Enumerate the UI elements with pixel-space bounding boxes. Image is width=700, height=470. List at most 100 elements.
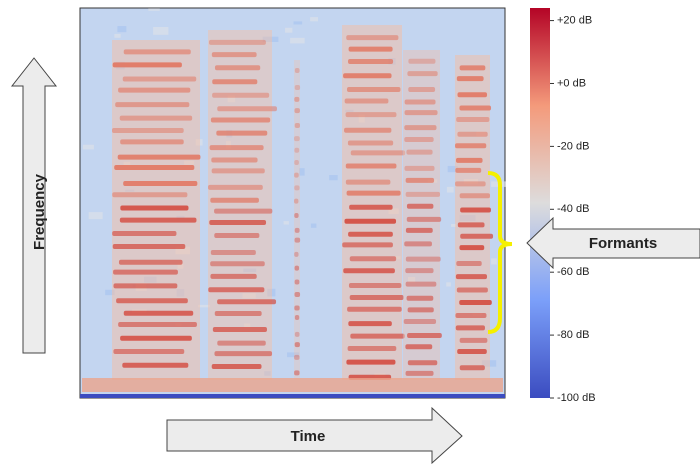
harmonic (123, 310, 194, 316)
harmonic (294, 147, 300, 153)
harmonic (404, 99, 436, 105)
harmonic (405, 256, 441, 262)
harmonic (404, 136, 434, 142)
colorbar-tick-label: +0 dB (557, 77, 586, 89)
harmonic (345, 179, 391, 185)
harmonic (455, 167, 482, 173)
spectrogram (79, 7, 506, 399)
harmonic (344, 98, 389, 104)
harmonic (212, 92, 270, 98)
harmonic (216, 130, 268, 136)
noise (451, 223, 457, 227)
noise (267, 288, 276, 297)
noise (82, 144, 94, 150)
harmonic (210, 261, 265, 267)
noise (262, 36, 279, 43)
harmonic (210, 273, 257, 279)
harmonic (112, 192, 188, 198)
harmonic (114, 165, 195, 171)
harmonic (209, 145, 264, 151)
harmonic (294, 354, 300, 360)
harmonic (118, 87, 191, 93)
harmonic (214, 208, 273, 214)
harmonic (112, 62, 182, 68)
harmonic (407, 71, 438, 77)
harmonic (405, 227, 433, 233)
harmonic (294, 370, 300, 376)
harmonic (120, 335, 192, 341)
noise (244, 323, 251, 328)
harmonic (217, 340, 266, 346)
noise (407, 276, 416, 283)
harmonic (460, 233, 494, 239)
harmonic (348, 321, 392, 327)
harmonic (406, 203, 434, 209)
harmonic (406, 149, 433, 155)
harmonic (404, 125, 437, 131)
harmonic (210, 197, 259, 203)
harmonic (344, 127, 392, 133)
harmonic (294, 342, 300, 348)
harmonic (407, 332, 442, 338)
low-band (82, 378, 503, 392)
harmonic (208, 184, 263, 190)
noise (329, 175, 338, 181)
harmonic (459, 193, 490, 199)
harmonic (455, 143, 487, 149)
harmonic (112, 230, 177, 236)
harmonic (294, 292, 301, 298)
harmonic (345, 163, 397, 169)
harmonic (347, 306, 402, 312)
noise (491, 258, 497, 265)
harmonic (349, 204, 393, 210)
harmonic (294, 265, 300, 271)
harmonic (122, 362, 189, 368)
harmonic (343, 268, 395, 274)
harmonic (209, 220, 267, 226)
formants-arrow (526, 216, 700, 270)
noise (447, 165, 458, 173)
harmonic (347, 346, 397, 352)
noise (148, 8, 160, 11)
harmonic (346, 359, 396, 365)
harmonic (122, 76, 197, 82)
harmonic (346, 35, 399, 41)
colorbar-tick-label: -20 dB (557, 140, 589, 152)
noise (310, 17, 319, 22)
harmonic (119, 115, 193, 121)
noise (227, 95, 236, 103)
harmonic (294, 305, 300, 311)
harmonic (294, 213, 299, 219)
harmonic (456, 261, 482, 267)
harmonic (350, 150, 406, 156)
harmonic (211, 168, 265, 174)
energy (403, 50, 440, 380)
noise (153, 27, 169, 35)
harmonic (456, 287, 488, 293)
harmonic (455, 325, 485, 331)
harmonic (211, 52, 257, 58)
harmonic (406, 216, 442, 222)
harmonic (210, 249, 256, 255)
bottom-band (80, 394, 505, 398)
harmonic (405, 268, 434, 274)
energy (208, 30, 272, 380)
frequency-arrow (10, 57, 58, 354)
harmonic (212, 79, 258, 85)
harmonic (118, 259, 183, 265)
harmonic (294, 160, 299, 166)
noise (264, 371, 271, 376)
harmonic (345, 112, 397, 118)
noise (293, 21, 303, 25)
harmonic (460, 207, 491, 213)
harmonic (456, 117, 490, 123)
colorbar-tick-label: +20 dB (557, 14, 592, 26)
harmonic (214, 311, 262, 317)
energy (342, 25, 402, 380)
harmonic (349, 295, 404, 301)
noise (88, 212, 103, 220)
harmonic (120, 139, 184, 145)
harmonic (294, 315, 300, 321)
colorbar-axis: +20 dB +0 dB -20 dB -40 dB -60 dB -80 dB -100 … (550, 14, 596, 404)
harmonic (123, 181, 198, 187)
